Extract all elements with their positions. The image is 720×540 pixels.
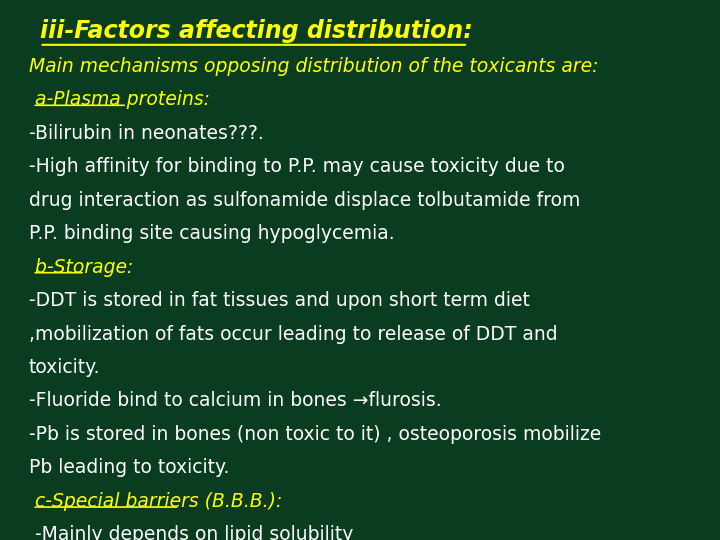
Text: a-Plasma proteins:: a-Plasma proteins:	[29, 90, 210, 109]
Text: -DDT is stored in fat tissues and upon short term diet: -DDT is stored in fat tissues and upon s…	[29, 291, 530, 310]
Text: P.P. binding site causing hypoglycemia.: P.P. binding site causing hypoglycemia.	[29, 224, 395, 243]
Text: -Bilirubin in neonates???.: -Bilirubin in neonates???.	[29, 124, 264, 143]
Text: toxicity.: toxicity.	[29, 358, 100, 377]
Text: drug interaction as sulfonamide displace tolbutamide from: drug interaction as sulfonamide displace…	[29, 191, 580, 210]
Text: iii-Factors affecting distribution:: iii-Factors affecting distribution:	[40, 19, 472, 43]
Text: ,mobilization of fats occur leading to release of DDT and: ,mobilization of fats occur leading to r…	[29, 325, 557, 343]
Text: Main mechanisms opposing distribution of the toxicants are:: Main mechanisms opposing distribution of…	[29, 57, 598, 76]
Text: b-Storage:: b-Storage:	[29, 258, 133, 276]
Text: Pb leading to toxicity.: Pb leading to toxicity.	[29, 458, 229, 477]
Text: -Mainly depends on lipid solubility: -Mainly depends on lipid solubility	[29, 525, 354, 540]
Text: c-Special barriers (B.B.B.):: c-Special barriers (B.B.B.):	[29, 492, 282, 511]
Text: -High affinity for binding to P.P. may cause toxicity due to: -High affinity for binding to P.P. may c…	[29, 157, 564, 176]
Text: -Pb is stored in bones (non toxic to it) , osteoporosis mobilize: -Pb is stored in bones (non toxic to it)…	[29, 425, 601, 444]
Text: -Fluoride bind to calcium in bones →flurosis.: -Fluoride bind to calcium in bones →flur…	[29, 392, 441, 410]
